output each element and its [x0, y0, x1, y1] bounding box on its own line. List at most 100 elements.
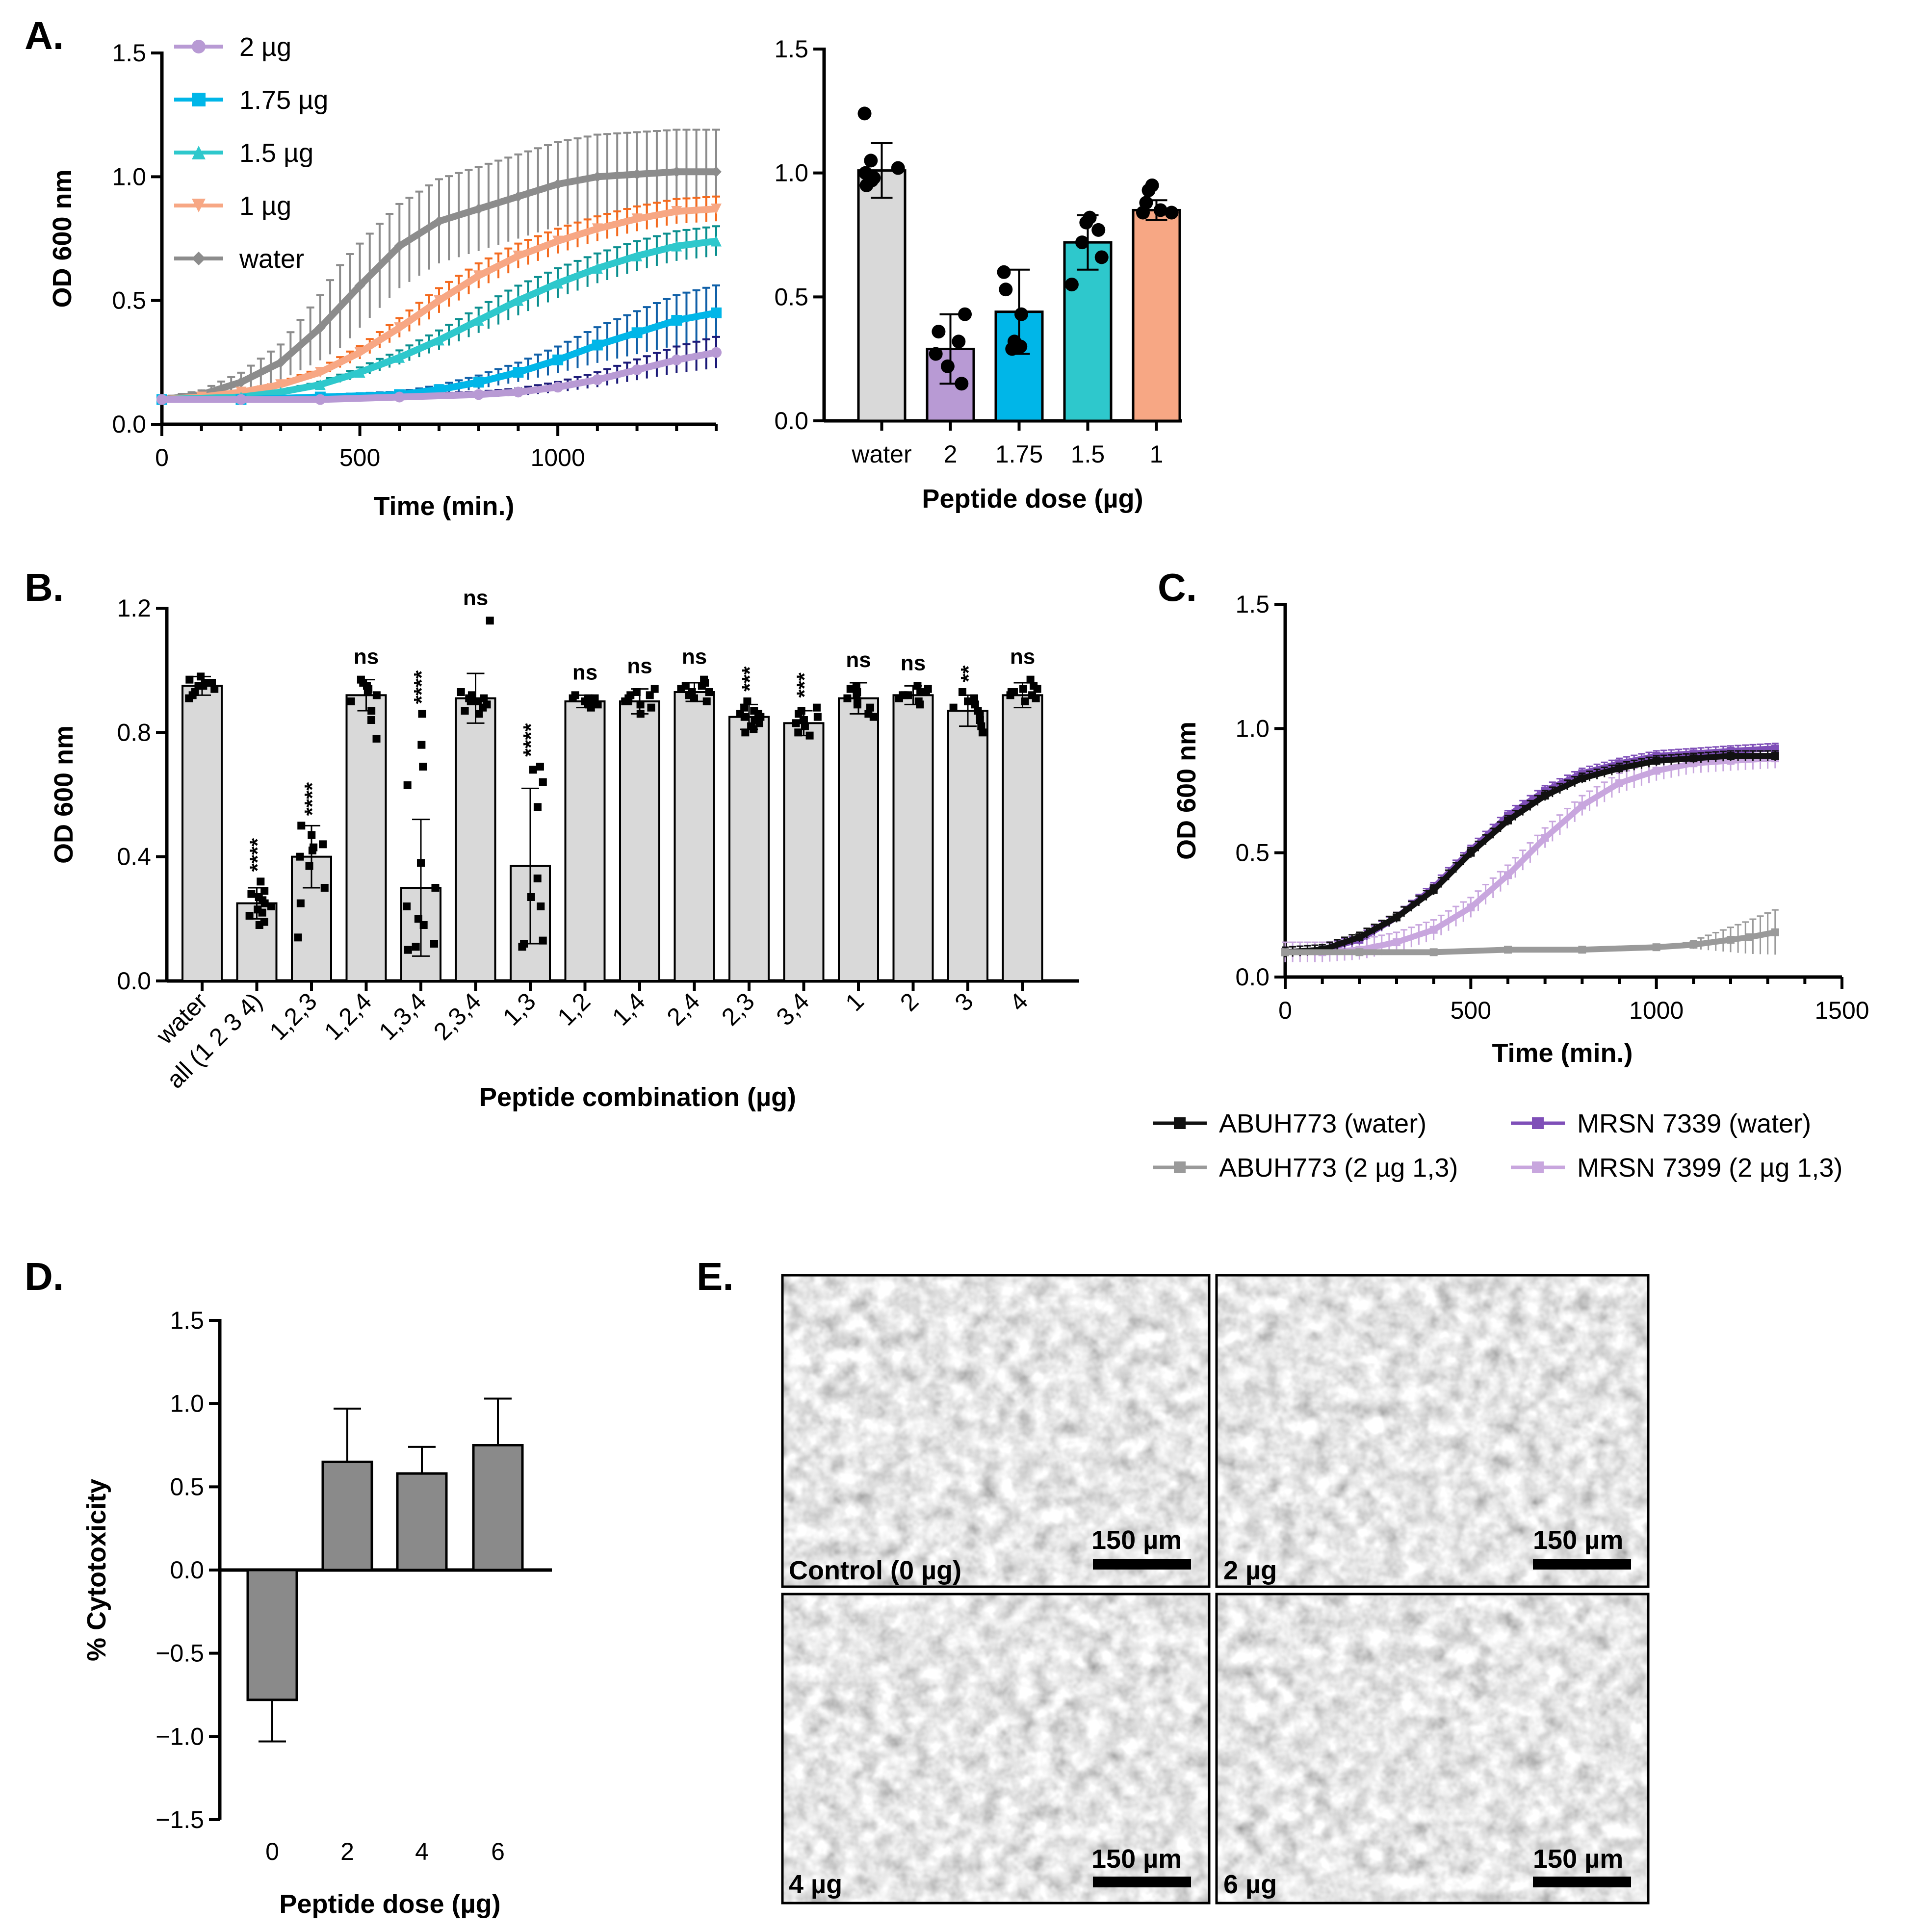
- chart-d-cytotoxicity-bars: 1.5 1.0 0.5 0.0 −0.5 −1.0 −1.5 0 2 4 6 Peptide dose…: [82, 1307, 552, 1919]
- a2-y-tick-label: 1.5: [774, 35, 808, 63]
- b-data-point: [319, 840, 327, 849]
- b-x-tick-label: 3,4: [771, 987, 815, 1031]
- c-data-point: [1578, 946, 1586, 954]
- b-x-axis-title: Peptide combination (µg): [479, 1082, 796, 1112]
- c-data-point: [1429, 886, 1438, 894]
- a-data-point: [314, 367, 326, 378]
- c-series-line: [1285, 755, 1776, 955]
- c-legend-label: MRSN 7339 (water): [1577, 1109, 1811, 1138]
- micrograph-4ug: 4 µg 150 µm: [781, 1593, 1211, 1905]
- b-bar: [564, 700, 606, 982]
- b-data-point: [412, 943, 420, 951]
- chart-a-growth-curves: 0.0 0.5 1.0 1.5 0 500 1000 Time (min.) OD 600 nm…: [48, 32, 722, 521]
- b-significance-label: ns: [354, 645, 379, 669]
- b-significance-label: **: [957, 665, 981, 682]
- a-legend-label: 1.75 µg: [239, 85, 328, 115]
- b-data-point: [305, 862, 313, 870]
- a-data-point: [631, 213, 643, 225]
- a-data-point: [671, 206, 682, 217]
- b-significance-label: ns: [627, 654, 652, 678]
- b-data-point: [795, 710, 803, 718]
- c-data-point: [1281, 948, 1289, 956]
- b-data-point: [801, 722, 809, 730]
- b-bar: [674, 691, 715, 982]
- d-y-tick-label: 1.0: [170, 1390, 204, 1417]
- b-data-point: [681, 682, 690, 690]
- b-data-point: [632, 688, 641, 696]
- a-y-tick-label: 0.5: [112, 287, 146, 314]
- micrograph-control: Control (0 µg) 150 µm: [781, 1274, 1211, 1588]
- c-data-point: [1689, 941, 1698, 949]
- micrograph-caption: 6 µg: [1223, 1870, 1277, 1899]
- b-data-point: [755, 719, 763, 727]
- c-data-point: [1727, 936, 1735, 944]
- scale-bar: [1093, 1877, 1191, 1887]
- b-data-point: [296, 899, 305, 907]
- b-data-point: [367, 716, 376, 724]
- b-data-point: [479, 703, 487, 712]
- b-data-point: [792, 719, 800, 727]
- a-data-point: [513, 191, 524, 202]
- a-data-point: [631, 364, 643, 375]
- b-data-point: [800, 716, 808, 724]
- b-significance-label: ****: [519, 723, 543, 757]
- a-data-point: [552, 235, 564, 247]
- b-data-point: [536, 763, 544, 771]
- b-data-point: [486, 617, 494, 625]
- b-bar: [728, 716, 770, 982]
- a2-bar: [1132, 208, 1181, 422]
- b-data-point: [461, 707, 469, 715]
- a-data-point: [394, 391, 405, 403]
- a2-data-point: [958, 307, 972, 321]
- b-data-point: [805, 731, 814, 740]
- b-data-point: [185, 694, 193, 702]
- a-legend-label: 1.5 µg: [239, 138, 313, 168]
- a2-data-point: [1091, 223, 1106, 237]
- a-data-point: [473, 315, 484, 326]
- b-data-point: [194, 682, 203, 690]
- a-data-point: [235, 394, 247, 405]
- b-x-tick-label: 1,3: [497, 987, 541, 1031]
- c-data-point: [1355, 933, 1364, 941]
- b-data-point: [698, 682, 706, 690]
- b-data-point: [430, 940, 438, 948]
- a-data-point: [711, 307, 722, 318]
- b-data-point: [913, 682, 922, 690]
- c-data-point: [1652, 757, 1660, 765]
- c-data-point: [1429, 926, 1438, 934]
- b-data-point: [255, 921, 263, 929]
- b-data-point: [245, 912, 254, 920]
- b-data-point: [372, 735, 381, 743]
- b-data-point: [750, 725, 758, 733]
- a-legend-label: 1 µg: [239, 191, 291, 221]
- b-data-point: [756, 713, 765, 721]
- b-data-point: [587, 703, 595, 712]
- a2-data-point: [1079, 215, 1093, 230]
- c-y-tick-label: 1.5: [1235, 591, 1270, 618]
- b-y-axis-title: OD 600 nm: [49, 725, 78, 864]
- b-data-point: [853, 691, 861, 699]
- a2-x-tick-label: water: [851, 440, 911, 468]
- a-x-tick-label: 1000: [531, 444, 585, 471]
- c-y-axis-title: OD 600 nm: [1172, 721, 1201, 860]
- a2-bar: [1063, 241, 1113, 422]
- d-y-tick-label: −1.0: [156, 1723, 204, 1750]
- b-data-point: [591, 694, 599, 702]
- a-data-point: [631, 169, 643, 180]
- panel-e-micrographs: Control (0 µg) 150 µm 2 µg 150 µm 4 µg 1…: [781, 1274, 1650, 1905]
- b-data-point: [959, 688, 967, 696]
- a-data-point: [434, 216, 444, 227]
- b-data-point: [457, 688, 465, 696]
- b-x-tick-label: 3: [950, 987, 979, 1016]
- b-data-point: [976, 716, 984, 724]
- b-data-point: [347, 697, 355, 705]
- a-data-point: [473, 270, 484, 282]
- a-data-point: [156, 394, 167, 405]
- b-data-point: [539, 778, 547, 786]
- b-data-point: [297, 822, 306, 830]
- a2-data-point: [1064, 278, 1079, 292]
- a2-x-axis-title: Peptide dose (µg): [922, 484, 1143, 514]
- b-data-point: [247, 890, 256, 898]
- b-bar: [619, 700, 660, 982]
- d-bar: [396, 1472, 448, 1571]
